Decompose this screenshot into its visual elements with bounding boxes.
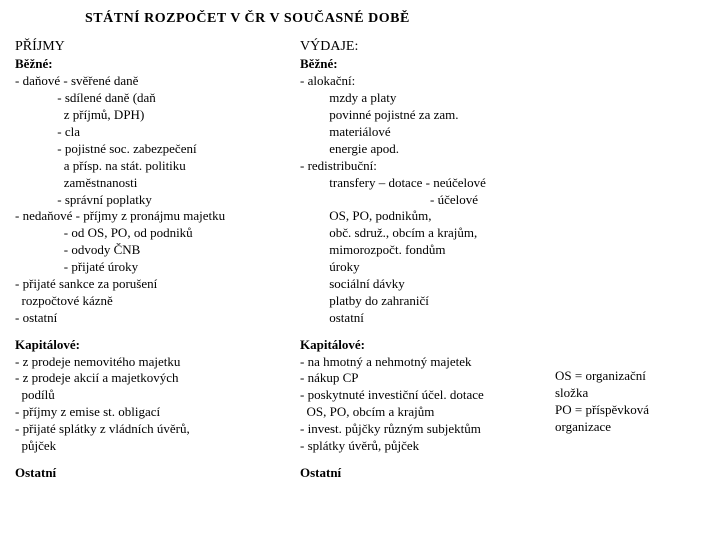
document-title: STÁTNÍ ROZPOČET V ČR V SOUČASNÉ DOBĚ xyxy=(85,10,705,28)
text-line: obč. sdruž., obcím a krajům, xyxy=(300,225,545,242)
ostatni-label-left: Ostatní xyxy=(15,465,290,482)
text-line: - sdílené daně (daň xyxy=(15,90,290,107)
legend-line: složka xyxy=(555,385,705,402)
text-line: - z prodeje akcií a majetkových xyxy=(15,370,290,387)
text-line: sociální dávky xyxy=(300,276,545,293)
text-line: - přijaté splátky z vládních úvěrů, xyxy=(15,421,290,438)
text-line: - nákup CP xyxy=(300,370,545,387)
legend-line: organizace xyxy=(555,419,705,436)
text-line: - splátky úvěrů, půjček xyxy=(300,438,545,455)
incomes-header: PŘÍJMY xyxy=(15,38,290,56)
text-line: OS, PO, podnikům, xyxy=(300,208,545,225)
text-line: mzdy a platy xyxy=(300,90,545,107)
text-line: - přijaté úroky xyxy=(15,259,290,276)
text-line: - od OS, PO, od podniků xyxy=(15,225,290,242)
text-line: - invest. půjčky různým subjektům xyxy=(300,421,545,438)
text-line: - nedaňové - příjmy z pronájmu majetku xyxy=(15,208,290,225)
text-line: úroky xyxy=(300,259,545,276)
text-line: - správní poplatky xyxy=(15,192,290,209)
text-line: - poskytnuté investiční účel. dotace xyxy=(300,387,545,404)
legend-line: PO = příspěvková xyxy=(555,402,705,419)
text-line: povinné pojistné za zam. xyxy=(300,107,545,124)
text-line: ostatní xyxy=(300,310,545,327)
columns-container: PŘÍJMY Běžné: - daňové - svěřené daně - … xyxy=(15,38,705,482)
legend-line: OS = organizační xyxy=(555,368,705,385)
text-line: - na hmotný a nehmotný majetek xyxy=(300,354,545,371)
bezne-label-left: Běžné: xyxy=(15,56,290,73)
text-line: a přísp. na stát. politiku xyxy=(15,158,290,175)
text-line: půjček xyxy=(15,438,290,455)
text-line: - odvody ČNB xyxy=(15,242,290,259)
text-line: - z prodeje nemovitého majetku xyxy=(15,354,290,371)
text-line: podílů xyxy=(15,387,290,404)
text-line: - přijaté sankce za porušení xyxy=(15,276,290,293)
text-line: z příjmů, DPH) xyxy=(15,107,290,124)
legend-column: OS = organizační složka PO = příspěvková… xyxy=(555,38,705,482)
text-line: mimorozpočt. fondům xyxy=(300,242,545,259)
text-line: - ostatní xyxy=(15,310,290,327)
bezne-label-mid: Běžné: xyxy=(300,56,545,73)
text-line: - alokační: xyxy=(300,73,545,90)
incomes-column: PŘÍJMY Běžné: - daňové - svěřené daně - … xyxy=(15,38,290,482)
kapitalove-label-left: Kapitálové: xyxy=(15,337,290,354)
expenses-column: VÝDAJE: Běžné: - alokační: mzdy a platy … xyxy=(300,38,545,482)
text-line: - pojistné soc. zabezpečení xyxy=(15,141,290,158)
text-line: OS, PO, obcím a krajům xyxy=(300,404,545,421)
ostatni-label-mid: Ostatní xyxy=(300,465,545,482)
text-line: transfery – dotace - neúčelové xyxy=(300,175,545,192)
text-line: platby do zahraničí xyxy=(300,293,545,310)
text-line: - redistribuční: xyxy=(300,158,545,175)
text-line: - příjmy z emise st. obligací xyxy=(15,404,290,421)
text-line: energie apod. xyxy=(300,141,545,158)
text-line: materiálové xyxy=(300,124,545,141)
text-line: - daňové - svěřené daně xyxy=(15,73,290,90)
text-line: rozpočtové kázně xyxy=(15,293,290,310)
kapitalove-label-mid: Kapitálové: xyxy=(300,337,545,354)
text-line: zaměstnanosti xyxy=(15,175,290,192)
expenses-header: VÝDAJE: xyxy=(300,38,545,56)
text-line: - cla xyxy=(15,124,290,141)
text-line: - účelové xyxy=(300,192,545,209)
